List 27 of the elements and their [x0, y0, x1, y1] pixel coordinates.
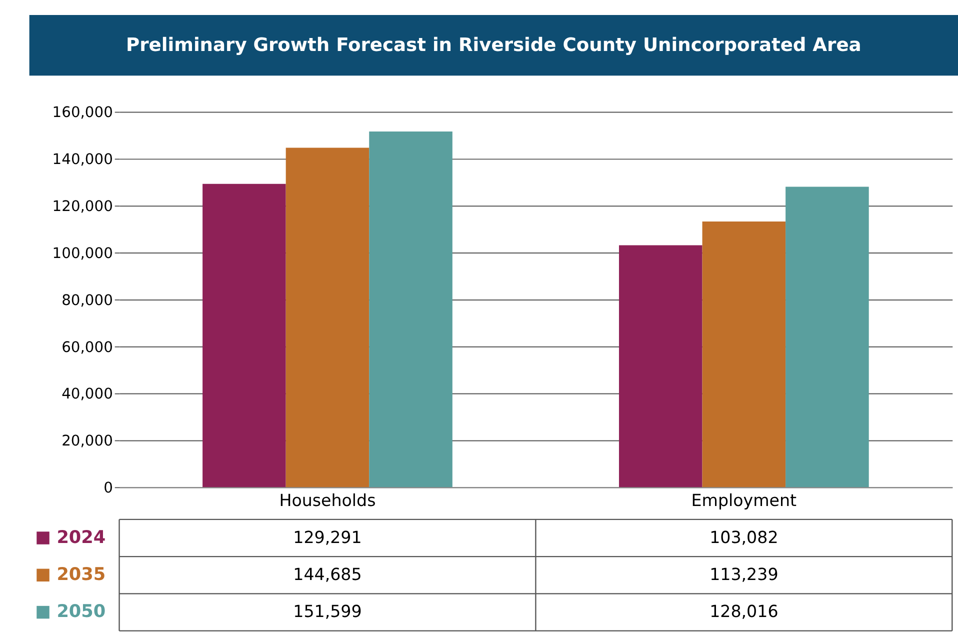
x-tick-label: Employment: [691, 491, 798, 510]
bar: [369, 131, 452, 488]
chart-title: Preliminary Growth Forecast in Riverside County Unincorporated Area: [126, 35, 862, 56]
bar: [202, 184, 286, 488]
legend-label: 2035: [56, 565, 106, 586]
y-tick-label: 60,000: [62, 338, 113, 356]
bar: [286, 148, 370, 488]
bar: [786, 186, 869, 488]
data-label: 129,291: [293, 528, 362, 547]
y-tick-label: 0: [104, 480, 113, 497]
y-tick-label: 80,000: [62, 292, 113, 309]
data-label: 151,599: [293, 602, 362, 622]
data-label: 103,082: [710, 528, 778, 547]
data-label: 144,685: [293, 565, 362, 584]
y-tick-label: 160,000: [52, 104, 113, 122]
y-tick-label: 40,000: [62, 386, 113, 403]
legend-label: 2050: [56, 602, 106, 622]
bar: [702, 221, 786, 488]
y-tick-label: 120,000: [52, 198, 113, 215]
bar: [618, 245, 702, 488]
y-tick-label: 140,000: [52, 151, 113, 168]
legend-label: 2024: [56, 528, 106, 548]
y-tick-label: 20,000: [62, 432, 113, 450]
data-label: 113,239: [710, 565, 778, 584]
x-tick-label: Households: [279, 491, 376, 510]
y-tick-label: 100,000: [52, 244, 113, 262]
data-label: 128,016: [710, 602, 778, 622]
